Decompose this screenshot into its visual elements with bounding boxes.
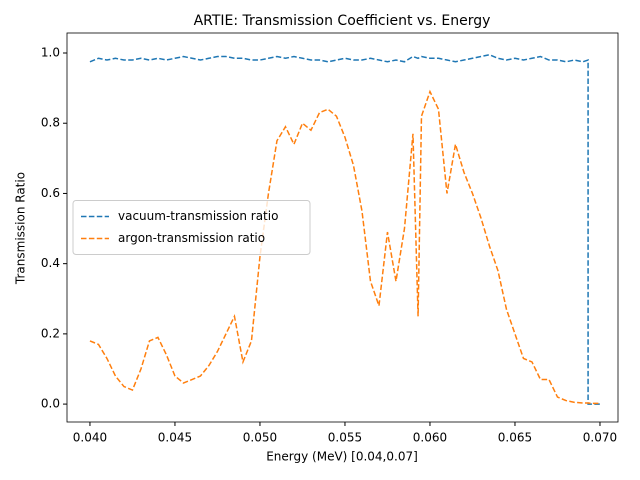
chart-title: ARTIE: Transmission Coefficient vs. Ener… xyxy=(194,13,491,29)
y-tick-label: 0.4 xyxy=(41,256,60,270)
x-tick-label: 0.050 xyxy=(243,431,277,445)
y-axis-label: Transmission Ratio xyxy=(14,172,28,285)
x-tick-label: 0.060 xyxy=(413,431,447,445)
y-tick-label: 0.6 xyxy=(41,186,60,200)
x-tick-label: 0.040 xyxy=(73,431,107,445)
y-tick-label: 0.8 xyxy=(41,116,60,130)
legend-label: argon-transmission ratio xyxy=(118,231,265,245)
y-tick-label: 1.0 xyxy=(41,46,60,60)
legend-label: vacuum-transmission ratio xyxy=(118,209,278,223)
x-tick-label: 0.045 xyxy=(158,431,192,445)
x-tick-label: 0.055 xyxy=(328,431,362,445)
plot-frame xyxy=(66,32,619,423)
data-line xyxy=(89,89,600,405)
y-tick-label: 0.2 xyxy=(41,326,60,340)
legend-box xyxy=(72,200,311,255)
x-tick-label: 0.070 xyxy=(583,431,617,445)
y-tick-label: 0.0 xyxy=(41,397,60,411)
data-line xyxy=(89,53,600,405)
x-tick-label: 0.065 xyxy=(498,431,532,445)
x-axis-label: Energy (MeV) [0.04,0.07] xyxy=(266,450,418,464)
